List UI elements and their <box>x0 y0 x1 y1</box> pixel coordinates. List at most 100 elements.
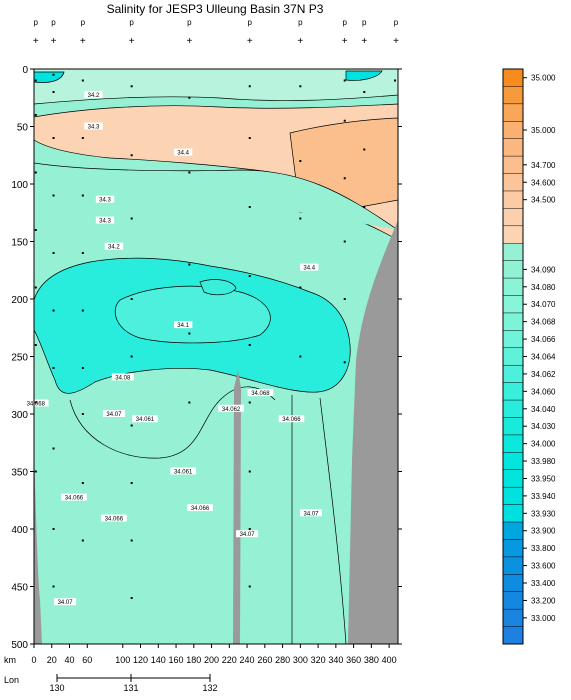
deep-contour-3 <box>319 397 347 644</box>
contour-label: 34.3 <box>99 198 111 204</box>
contour-label: 34.061 <box>136 417 155 423</box>
colorbar-label: 34.030 <box>531 422 556 431</box>
sample-dot <box>52 91 55 93</box>
x-tick-label: 40 <box>65 655 75 665</box>
contour-label-bg <box>218 404 244 412</box>
colorbar-swatch <box>503 487 523 506</box>
sample-dot <box>130 154 133 157</box>
contour-label-bg <box>247 389 274 397</box>
colorbar-swatch <box>503 556 523 575</box>
innermost-core <box>199 279 237 296</box>
contour-label: 34.061 <box>174 470 193 476</box>
colorbar-swatch <box>503 522 523 540</box>
colorbar-swatch <box>503 539 523 558</box>
sample-dot <box>34 229 37 231</box>
colorbar-swatch <box>503 69 523 87</box>
seafloor-right <box>348 220 398 644</box>
sample-dot <box>299 286 302 289</box>
x-tick-label: 220 <box>222 655 237 665</box>
colorbar-label: 34.062 <box>531 370 556 379</box>
sample-dot <box>363 91 366 93</box>
colorbar-swatch <box>503 574 523 593</box>
sample-dot <box>52 585 55 588</box>
sample-dot <box>248 401 251 404</box>
lon-tick-label: 130 <box>49 683 64 693</box>
sample-dot <box>343 361 346 364</box>
contour-label: 34.066 <box>105 517 124 523</box>
contour-label: 34.3 <box>88 125 100 131</box>
y-tick-label: 100 <box>11 180 28 191</box>
plot-area <box>34 69 398 644</box>
colorbar-swatch <box>503 295 523 314</box>
contour-label-bg <box>132 415 158 423</box>
contour-label-bg <box>236 530 259 538</box>
x-tick-label: 300 <box>293 655 308 665</box>
sample-dot <box>343 119 346 122</box>
colorbar-swatch <box>503 504 523 523</box>
contour-label: 34.068 <box>251 391 270 397</box>
y-tick-label: 250 <box>11 353 28 364</box>
sample-dot <box>52 137 55 139</box>
x-tick-label: 60 <box>82 655 92 665</box>
station-mark: + <box>186 36 192 47</box>
sample-dot <box>299 217 302 220</box>
contour-labels: 34.2 34.3 34.4 34.3 34.3 34.2 34.4 34.1 34.08 34.… <box>22 91 322 606</box>
sample-dot <box>52 528 55 530</box>
station-label: p <box>298 18 303 27</box>
colorbar-label: 34.060 <box>531 387 556 396</box>
colorbar-label: 33.600 <box>531 562 556 571</box>
contour-label-bg <box>95 195 115 203</box>
sample-dot <box>299 160 302 162</box>
sample-dot <box>52 252 55 254</box>
sample-dot <box>52 309 55 312</box>
sample-dot <box>130 597 133 599</box>
colorbar-label: 33.930 <box>531 509 556 518</box>
colorbar-label: 34.600 <box>531 178 556 187</box>
colorbar-swatch <box>503 173 523 192</box>
contour-label-bg <box>111 373 134 381</box>
contour-label: 34.066 <box>191 506 210 512</box>
station-label: p <box>187 18 192 27</box>
station-mark: + <box>342 36 348 47</box>
station-label: p <box>81 18 86 27</box>
colorbar-label: 33.980 <box>531 457 556 466</box>
colorbar-swatch <box>503 400 523 418</box>
colorbar-label: 35.000 <box>531 74 556 83</box>
colorbar-swatch <box>503 417 523 436</box>
contour-label: 34.07 <box>106 412 122 418</box>
colorbar-label: 33.000 <box>531 614 556 623</box>
x-tick-label: 360 <box>346 655 361 665</box>
sample-dot <box>130 482 133 484</box>
contour-label: 34.1 <box>177 323 189 329</box>
contour-label: 34.2 <box>88 93 100 99</box>
colorbar-label: 34.000 <box>531 440 556 449</box>
colorbar-swatch <box>503 609 523 628</box>
station-label: p <box>343 18 348 27</box>
station-mark: + <box>297 36 303 47</box>
contour-label-bg <box>278 415 305 423</box>
colorbar-label: 33.900 <box>531 527 556 536</box>
sample-dot <box>363 206 366 208</box>
contour-label: 34.068 <box>27 402 46 408</box>
station-mark: + <box>393 36 399 47</box>
contour-label-bg <box>187 504 213 512</box>
colorbar-label: 33.400 <box>531 579 556 588</box>
colorbar-label: 34.040 <box>531 405 556 414</box>
sample-dot <box>130 355 133 358</box>
colorbar-swatch <box>503 208 523 227</box>
sample-dot <box>188 332 191 335</box>
y-axis: 0 50 100 150 200 250 300 350 400 450 500 <box>11 65 402 651</box>
station-mark: + <box>33 36 39 47</box>
y-tick-label: 150 <box>11 238 28 249</box>
contour-label-bg <box>84 91 103 99</box>
colorbar-swatch <box>503 626 523 645</box>
colorbar-swatch <box>503 434 523 453</box>
contour-label-bg <box>54 598 77 606</box>
sample-dot <box>248 344 251 346</box>
x-tick-label: 280 <box>275 655 290 665</box>
station-label: p <box>248 18 253 27</box>
x-tick-label: 240 <box>240 655 255 665</box>
station-markers: p + p + p + p + p + p + p + p + p + p + <box>33 18 399 47</box>
station-mark: + <box>129 36 135 47</box>
